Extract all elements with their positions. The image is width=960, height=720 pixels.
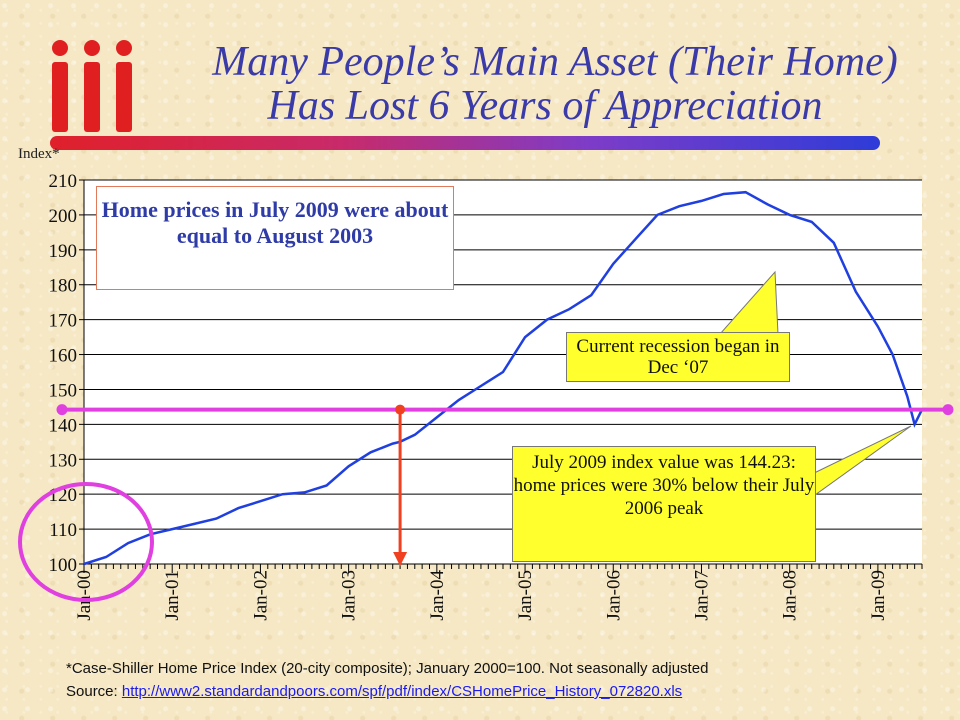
series-line-home-price-index	[83, 190, 924, 566]
source-link[interactable]: http://www2.standardandpoors.com/spf/pdf…	[121, 683, 683, 700]
y-tick-label: 170	[49, 311, 78, 332]
x-tick-label: Jan-01	[162, 570, 183, 621]
arrow-origin-dot	[395, 404, 406, 415]
y-tick-label: 100	[49, 555, 78, 576]
y-tick-label: 200	[49, 206, 78, 227]
slide-title-line-2: Has Lost 6 Years of Appreciation	[267, 83, 823, 129]
y-tick-label: 210	[49, 171, 78, 192]
callout-current-recession: Current recession began in Dec ‘07	[566, 332, 790, 382]
y-tick-label: 150	[49, 380, 78, 401]
y-axis-label: Index*	[18, 146, 60, 162]
x-tick-label: Jan-03	[339, 570, 360, 621]
arrow-head	[393, 552, 408, 566]
y-tick-label: 110	[49, 520, 77, 541]
callout-july-2009-index: July 2009 index value was 144.23: home p…	[512, 446, 816, 562]
x-tick-labels: Jan-00 Jan-01 Jan-02 Jan-03 Jan-04 Jan-05 Jan-…	[74, 570, 889, 621]
reference-line-left-dot	[56, 404, 68, 416]
x-tick-label: Jan-05	[515, 570, 536, 621]
iii-logo-icon	[52, 40, 132, 132]
slide-title-line-1: Many People’s Main Asset (Their Home)	[212, 39, 898, 85]
x-tick-label: Jan-04	[427, 570, 448, 621]
footnote: *Case-Shiller Home Price Index (20-city …	[66, 660, 709, 677]
x-tick-label: Jan-08	[780, 570, 801, 621]
x-tick-label: Jan-02	[250, 570, 271, 621]
x-minor-ticks	[83, 564, 923, 573]
y-tick-label: 180	[49, 276, 78, 297]
y-tick-label: 160	[49, 346, 78, 367]
y-tick-label: 140	[49, 415, 78, 436]
y-tick-label: 190	[49, 241, 78, 262]
x-tick-label: Jan-09	[868, 570, 889, 621]
trough-highlight-circle	[18, 482, 154, 602]
y-tick-label: 130	[49, 450, 78, 471]
title-underline-bar	[50, 136, 880, 150]
x-tick-label: Jan-07	[691, 570, 712, 621]
x-tick-label: Jan-00	[74, 570, 95, 621]
source-label: Source:	[66, 683, 122, 700]
reference-line-right-dot	[942, 404, 954, 416]
callout-home-prices: Home prices in July 2009 were about equa…	[96, 186, 454, 290]
x-tick-label: Jan-06	[603, 570, 624, 621]
source-line: Source: http://www2.standardandpoors.com…	[66, 683, 682, 700]
